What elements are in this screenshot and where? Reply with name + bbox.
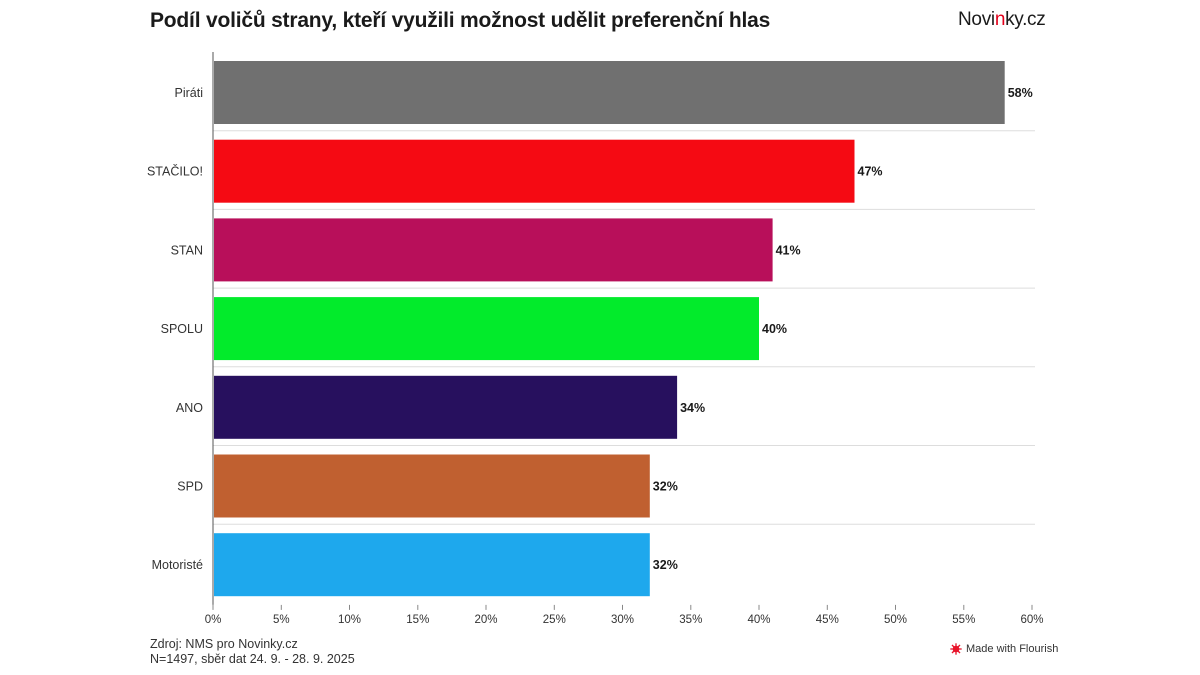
chart-title: Podíl voličů strany, kteří využili možno… [150, 9, 771, 32]
source-note: Zdroj: NMS pro Novinky.cz [150, 637, 298, 651]
category-label: STAČILO! [147, 164, 203, 179]
logo-text-end: ky.cz [1005, 9, 1046, 30]
sample-note: N=1497, sběr dat 24. 9. - 28. 9. 2025 [150, 652, 355, 666]
category-label: ANO [176, 401, 203, 415]
x-tick-label: 20% [474, 614, 497, 626]
bar-4 [214, 375, 678, 439]
bar-0 [214, 61, 1005, 124]
x-tick-label: 45% [816, 614, 839, 626]
x-tick-label: 5% [273, 614, 290, 626]
x-tick-label: 10% [338, 614, 361, 626]
x-tick-label: 15% [406, 614, 429, 626]
bar-3 [214, 297, 759, 361]
x-tick-label: 55% [952, 614, 975, 626]
flourish-credit-text: Made with Flourish [966, 643, 1059, 655]
bar-6 [214, 533, 650, 597]
value-labels: 58% 47% 41% 40% 34% 32% 32% [653, 86, 1033, 572]
bar-5 [214, 454, 650, 518]
x-axis-ticks: 0% 5% 10% 15% 20% 25% 30% 35% 40% 45% 50% 55% 60% [205, 604, 1044, 626]
category-label: Motoristé [152, 558, 203, 572]
value-label: 47% [858, 165, 883, 179]
flourish-credit[interactable]: Made with Flourish [950, 643, 1058, 655]
category-label: SPD [177, 480, 203, 494]
category-label: Piráti [175, 86, 203, 100]
chart-footer: Zdroj: NMS pro Novinky.cz N=1497, sběr d… [150, 637, 355, 667]
value-label: 34% [680, 401, 705, 415]
value-label: 40% [762, 322, 787, 336]
bars [214, 61, 1005, 597]
novinky-logo[interactable]: Novinky.cz [958, 9, 1046, 31]
value-label: 41% [776, 243, 801, 257]
logo-text-accent: n [994, 9, 1006, 30]
value-label: 32% [653, 558, 678, 572]
x-tick-label: 40% [747, 614, 770, 626]
value-label: 32% [653, 480, 678, 494]
category-labels: Piráti STAČILO! STAN SPOLU ANO SPD Motoristé [147, 86, 203, 572]
bar-1 [214, 139, 855, 203]
category-label: STAN [171, 243, 203, 257]
gridlines [213, 130, 1035, 525]
bar-2 [214, 218, 773, 282]
x-tick-label: 25% [543, 614, 566, 626]
x-tick-label: 50% [884, 614, 907, 626]
x-tick-label: 0% [205, 614, 222, 626]
flourish-icon [950, 643, 962, 655]
logo-text-start: Novi [958, 9, 995, 30]
category-label: SPOLU [161, 322, 203, 336]
value-label: 58% [1008, 86, 1033, 100]
x-tick-label: 60% [1020, 614, 1043, 626]
x-tick-label: 35% [679, 614, 702, 626]
x-tick-label: 30% [611, 614, 634, 626]
